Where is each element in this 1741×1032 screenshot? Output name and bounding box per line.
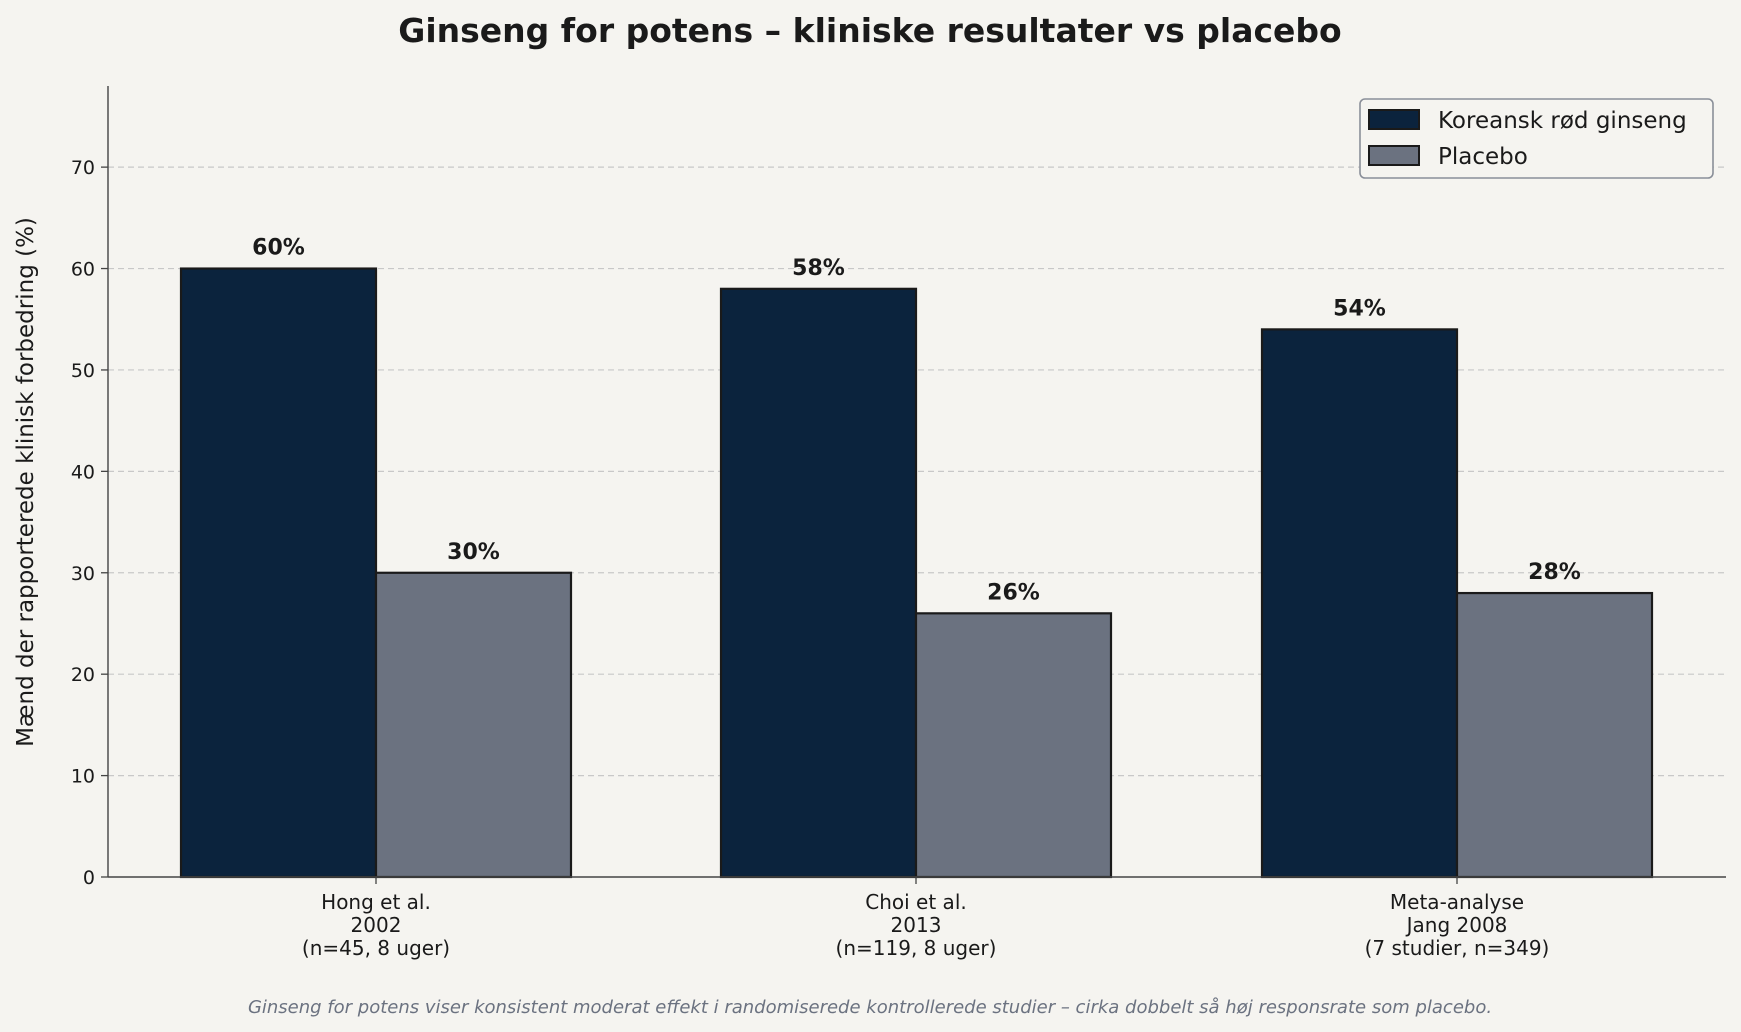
legend-swatch xyxy=(1368,109,1420,130)
x-tick-label: Meta-analyse Jang 2008 (7 studier, n=349) xyxy=(1365,890,1550,960)
bar-value-label: 26% xyxy=(987,580,1040,605)
y-tick-label: 60 xyxy=(71,259,95,281)
bar xyxy=(914,612,1113,879)
y-tick-label: 20 xyxy=(71,664,95,686)
x-tick-label: Choi et al. 2013 (n=119, 8 uger) xyxy=(836,890,997,960)
x-tick-label-line: (7 studier, n=349) xyxy=(1365,936,1550,960)
x-tick-label-line: Meta-analyse xyxy=(1390,890,1524,914)
x-tick-label-line: Jang 2008 xyxy=(1405,913,1508,937)
y-tick-label: 0 xyxy=(83,867,95,889)
x-tick-label: Hong et al. 2002 (n=45, 8 uger) xyxy=(302,890,450,960)
chart-caption: Ginseng for potens viser konsistent mode… xyxy=(248,997,1492,1018)
legend-swatch xyxy=(1368,145,1420,166)
x-tick-label-line: (n=45, 8 uger) xyxy=(302,936,450,960)
bar xyxy=(374,571,573,879)
x-tick-label-line: Choi et al. xyxy=(865,890,966,914)
axes: 0 10 20 30 40 50 60 70 Hong et al. 2002 (n=45, 8 u… xyxy=(71,86,1726,960)
x-tick-label-line: 2002 xyxy=(351,913,402,937)
bar-value-label: 60% xyxy=(252,236,305,261)
y-tick-label: 40 xyxy=(71,461,95,483)
bar-value-label: 30% xyxy=(447,540,500,565)
bars: 60% 30% 58% 26% 54% 28% xyxy=(179,236,1654,879)
y-tick-label: 30 xyxy=(71,563,95,585)
bar xyxy=(1260,328,1459,879)
y-axis-label: Mænd der rapporterede klinisk forbedring… xyxy=(13,217,39,747)
bar-value-label: 54% xyxy=(1333,296,1386,321)
y-tick-label: 50 xyxy=(71,360,95,382)
bar xyxy=(1455,591,1654,879)
legend-entry: Placebo xyxy=(1438,144,1528,170)
bar xyxy=(179,267,378,879)
x-tick-label-line: (n=119, 8 uger) xyxy=(836,936,997,960)
legend: Koreansk rød ginseng Placebo xyxy=(1359,98,1714,179)
x-tick-label-line: Hong et al. xyxy=(321,890,431,914)
x-tick-label-line: 2013 xyxy=(891,913,942,937)
bar xyxy=(719,287,918,879)
legend-entry: Koreansk rød ginseng xyxy=(1438,108,1687,134)
legend-box xyxy=(1359,98,1714,179)
y-tick-label: 70 xyxy=(71,157,95,179)
bar-value-label: 58% xyxy=(792,256,845,281)
y-tick-label: 10 xyxy=(71,766,95,788)
bar-value-label: 28% xyxy=(1528,560,1581,585)
chart-title: Ginseng for potens – kliniske resultater… xyxy=(398,11,1341,50)
